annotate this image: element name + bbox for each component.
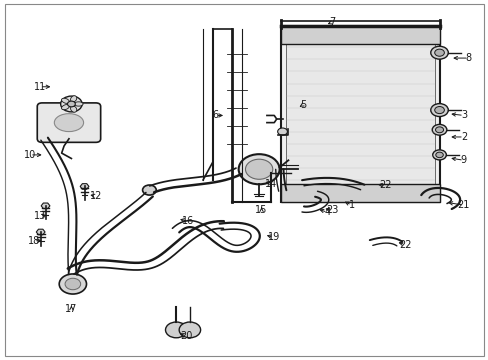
Text: 21: 21 <box>457 200 469 210</box>
Circle shape <box>435 152 443 158</box>
Text: 3: 3 <box>460 111 466 121</box>
Text: 11: 11 <box>34 82 46 92</box>
Text: 16: 16 <box>182 216 194 226</box>
Text: 2: 2 <box>460 132 466 142</box>
Circle shape <box>430 46 447 59</box>
Circle shape <box>165 322 186 338</box>
Text: 10: 10 <box>24 150 36 160</box>
Circle shape <box>67 101 75 107</box>
Circle shape <box>245 159 272 179</box>
Ellipse shape <box>54 114 83 132</box>
Ellipse shape <box>74 102 83 106</box>
Bar <box>281 26 439 44</box>
Text: 9: 9 <box>460 155 466 165</box>
Circle shape <box>431 125 446 135</box>
Circle shape <box>61 96 82 112</box>
Circle shape <box>142 185 156 195</box>
Text: 4: 4 <box>324 207 330 217</box>
Circle shape <box>430 104 447 117</box>
Polygon shape <box>80 184 89 189</box>
Bar <box>281 26 439 202</box>
Bar <box>285 30 434 198</box>
Text: 17: 17 <box>65 304 78 314</box>
Text: 6: 6 <box>212 111 218 121</box>
Text: 18: 18 <box>28 236 40 246</box>
Text: 13: 13 <box>34 211 46 221</box>
Ellipse shape <box>70 106 77 112</box>
Circle shape <box>59 274 86 294</box>
Text: 22: 22 <box>398 239 411 249</box>
Text: 12: 12 <box>89 191 102 201</box>
Text: 22: 22 <box>379 180 391 190</box>
Text: 7: 7 <box>328 17 335 27</box>
Text: 19: 19 <box>267 232 279 242</box>
Text: 15: 15 <box>255 206 267 216</box>
Circle shape <box>435 127 443 133</box>
Bar <box>281 184 439 202</box>
Circle shape <box>65 278 81 290</box>
Text: 1: 1 <box>348 200 354 210</box>
Text: 23: 23 <box>325 206 338 216</box>
Circle shape <box>179 322 200 338</box>
Circle shape <box>434 107 444 114</box>
Ellipse shape <box>61 104 69 110</box>
Ellipse shape <box>70 96 77 102</box>
Circle shape <box>277 128 287 135</box>
Text: 14: 14 <box>264 179 277 189</box>
Ellipse shape <box>61 98 69 103</box>
Text: 20: 20 <box>180 331 192 341</box>
Circle shape <box>432 150 446 160</box>
FancyBboxPatch shape <box>37 103 101 142</box>
Circle shape <box>238 154 279 184</box>
Text: 8: 8 <box>465 53 471 63</box>
Polygon shape <box>36 229 45 235</box>
Circle shape <box>434 49 444 56</box>
Polygon shape <box>41 203 50 208</box>
Text: 5: 5 <box>299 100 305 110</box>
